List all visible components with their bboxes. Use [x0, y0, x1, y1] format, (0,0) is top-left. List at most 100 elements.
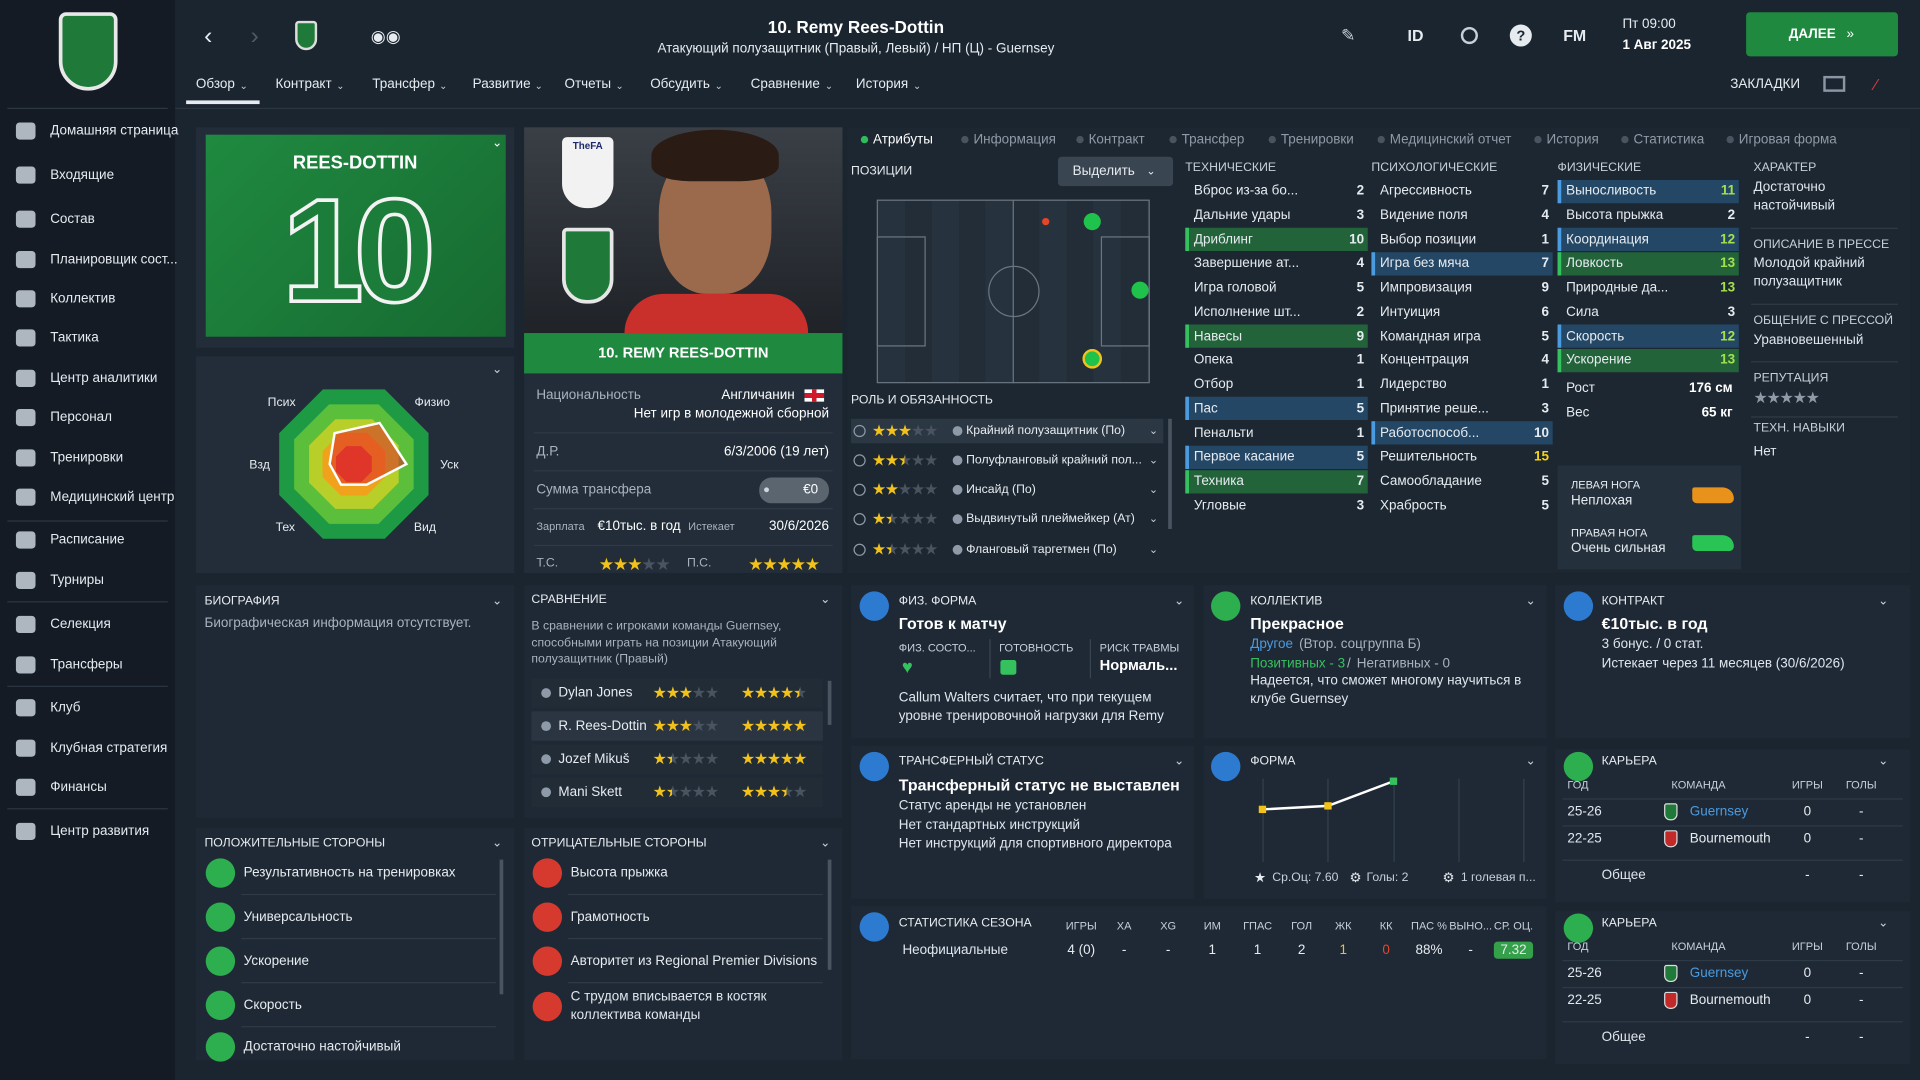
- panel-title[interactable]: КАРЬЕРА: [1601, 754, 1657, 769]
- role-name[interactable]: Крайний полузащитник (По): [966, 424, 1126, 438]
- chevron-icon[interactable]: ⌄: [1148, 543, 1159, 556]
- nav-tab[interactable]: Сравнение: [750, 77, 820, 92]
- subtab[interactable]: Игровая форма: [1738, 132, 1837, 147]
- chevron-icon[interactable]: ⌄: [1148, 424, 1159, 437]
- fm-button[interactable]: FM: [1563, 26, 1587, 45]
- sidebar-divider: [7, 808, 168, 810]
- nav-tab[interactable]: Обсудить: [650, 77, 710, 92]
- strength-item: Универсальность: [243, 909, 353, 925]
- panel-collapse[interactable]: ⌄: [1878, 754, 1889, 769]
- panel-collapse[interactable]: ⌄: [820, 593, 831, 607]
- panel-collapse[interactable]: ⌄: [820, 836, 831, 851]
- sidebar-item[interactable]: Центр развития: [50, 824, 150, 839]
- sidebar-item[interactable]: Входящие: [50, 167, 115, 183]
- panel-collapse[interactable]: ⌄: [492, 594, 503, 608]
- sidebar-item[interactable]: Тактика: [50, 330, 99, 346]
- role-name[interactable]: Фланговый таргетмен (По): [966, 543, 1117, 557]
- panel-collapse[interactable]: ⌄: [1878, 916, 1889, 930]
- continue-label[interactable]: ДАЛЕЕ: [1788, 26, 1836, 42]
- attribute-value: 10: [1533, 425, 1549, 441]
- sidebar-item[interactable]: Клубная стратегия: [50, 740, 168, 756]
- info-divider: [533, 544, 833, 547]
- career-team[interactable]: Guernsey: [1689, 804, 1749, 820]
- subtab[interactable]: Атрибуты: [873, 132, 933, 147]
- sidebar-item[interactable]: Расписание: [50, 532, 125, 548]
- sidebar-item[interactable]: Финансы: [50, 780, 107, 795]
- panel-collapse[interactable]: ⌄: [492, 836, 503, 851]
- sidebar-item[interactable]: Центр аналитики: [50, 371, 158, 386]
- panel-title[interactable]: КОНТРАКТ: [1601, 594, 1665, 608]
- chevron-icon[interactable]: ⌄: [1148, 483, 1159, 496]
- sidebar-item[interactable]: Персонал: [50, 410, 113, 425]
- pen-icon[interactable]: ∕: [1874, 75, 1878, 94]
- career-team[interactable]: Guernsey: [1689, 966, 1749, 981]
- sidebar-item[interactable]: Трансферы: [50, 657, 123, 673]
- sidebar-item[interactable]: Планировщик сост...: [50, 252, 178, 267]
- comparison-player[interactable]: Jozef Mikuš: [558, 751, 630, 767]
- role-name[interactable]: Инсайд (По): [966, 483, 1036, 497]
- subtab[interactable]: Тренировки: [1280, 132, 1354, 147]
- highlight-label[interactable]: Выделить: [1072, 164, 1135, 179]
- subtab[interactable]: Статистика: [1633, 132, 1705, 147]
- forward-button[interactable]: ›: [250, 22, 259, 50]
- panel-collapse[interactable]: ⌄: [1174, 754, 1185, 769]
- subtab[interactable]: Контракт: [1088, 132, 1145, 147]
- comparison-player[interactable]: Mani Skett: [558, 784, 623, 800]
- sidebar-item[interactable]: Состав: [50, 211, 95, 227]
- career-divider: [1562, 825, 1903, 827]
- panel-title[interactable]: КОЛЛЕКТИВ: [1250, 594, 1323, 608]
- panel-collapse[interactable]: ⌄: [1525, 754, 1536, 769]
- comparison-player[interactable]: Dylan Jones: [558, 685, 633, 701]
- info-value: Англичанин: [721, 388, 795, 403]
- subtab[interactable]: История: [1546, 132, 1599, 147]
- sidebar-item[interactable]: Клуб: [50, 700, 81, 716]
- role-name[interactable]: Полуфланговый крайний пол...: [966, 453, 1142, 468]
- sidebar-item[interactable]: Домашняя страница: [50, 123, 179, 139]
- panel-collapse[interactable]: ⌄: [1525, 594, 1536, 608]
- info-value[interactable]: €0: [803, 482, 819, 498]
- panel-collapse[interactable]: ⌄: [1174, 594, 1185, 608]
- panel-title[interactable]: СРАВНЕНИЕ: [531, 593, 607, 607]
- bookmarks-button[interactable]: ЗАКЛАДКИ: [1730, 77, 1801, 92]
- search-icon[interactable]: ◉◉: [370, 26, 401, 46]
- panel-title[interactable]: СТАТИСТИКА СЕЗОНА: [898, 916, 1032, 930]
- panel-title[interactable]: ФОРМА: [1250, 754, 1296, 769]
- sidebar-item[interactable]: Медицинский центр: [50, 489, 175, 505]
- sidebar-item[interactable]: Тренировки: [50, 450, 124, 466]
- panel-title[interactable]: ПОЛОЖИТЕЛЬНЫЕ СТОРОНЫ: [204, 836, 386, 851]
- sidebar-item[interactable]: Коллектив: [50, 291, 116, 307]
- panel-title[interactable]: КАРЬЕРА: [1601, 916, 1657, 930]
- panel-title[interactable]: ОТРИЦАТЕЛЬНЫЕ СТОРОНЫ: [531, 836, 707, 851]
- highlight-dropdown[interactable]: [1057, 156, 1174, 187]
- subtab[interactable]: Медицинский отчет: [1389, 132, 1512, 147]
- back-button[interactable]: ‹: [204, 22, 213, 50]
- panel-title[interactable]: ТРАНСФЕРНЫЙ СТАТУС: [898, 754, 1044, 769]
- nav-tab[interactable]: Контракт: [275, 77, 332, 92]
- panel-collapse[interactable]: ⌄: [492, 136, 503, 150]
- squad-group[interactable]: Другое: [1250, 636, 1294, 652]
- nav-tab[interactable]: Обзор: [195, 77, 235, 92]
- attribute-name: Принятие реше...: [1380, 401, 1489, 417]
- comparison-player[interactable]: R. Rees-Dottin: [558, 718, 647, 734]
- nav-tab[interactable]: Трансфер: [372, 77, 435, 92]
- edit-icon[interactable]: ✎: [1340, 25, 1356, 45]
- sidebar-item[interactable]: Селекция: [50, 617, 111, 632]
- positions-title[interactable]: ПОЗИЦИИ: [851, 164, 913, 179]
- id-button[interactable]: ID: [1407, 26, 1424, 45]
- role-name[interactable]: Выдвинутый плеймейкер (Ат): [966, 512, 1135, 526]
- subtab[interactable]: Информация: [973, 132, 1056, 147]
- panel-collapse[interactable]: ⌄: [492, 363, 503, 377]
- subtab[interactable]: Трансфер: [1181, 132, 1245, 147]
- sidebar-item[interactable]: Турниры: [50, 573, 104, 588]
- chevron-icon[interactable]: ⌄: [1148, 512, 1159, 525]
- continue-button[interactable]: [1746, 12, 1898, 57]
- chevron-icon[interactable]: ⌄: [1148, 453, 1159, 466]
- attribute-value: 1: [1356, 353, 1365, 368]
- panel-title[interactable]: ФИЗ. ФОРМА: [898, 594, 977, 608]
- nav-tab[interactable]: Развитие: [472, 77, 531, 92]
- nav-tab[interactable]: Отчеты: [564, 77, 612, 92]
- panel-collapse[interactable]: ⌄: [1878, 594, 1889, 608]
- nav-tab[interactable]: История: [855, 77, 909, 92]
- star: ★: [678, 782, 693, 801]
- panel-title[interactable]: БИОГРАФИЯ: [204, 594, 280, 608]
